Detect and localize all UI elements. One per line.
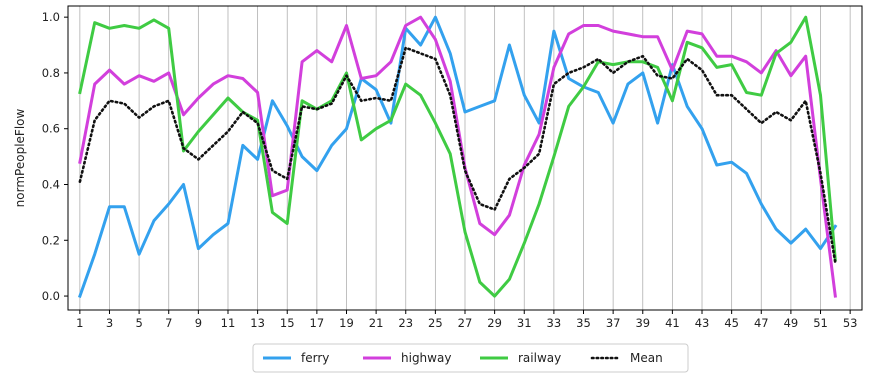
series-line-ferry (80, 17, 835, 296)
x-tick-label: 25 (428, 316, 443, 330)
y-tick-label: 1.0 (42, 10, 60, 24)
axes-layer: 1 3 5 7 9 11 13 15 17 19 21 23 25 27 29 31 33 35 37 39 41 43 4… (13, 6, 862, 330)
y-tick-label: 0.8 (42, 66, 60, 80)
x-tick-label: 51 (813, 316, 828, 330)
legend-label-highway: highway (401, 351, 451, 365)
x-tick-label: 45 (724, 316, 739, 330)
x-tick-label: 31 (517, 316, 532, 330)
x-tick-label: 35 (576, 316, 591, 330)
x-tick-label: 3 (106, 316, 113, 330)
x-tick-label: 43 (695, 316, 710, 330)
legend-label-railway: railway (518, 351, 561, 365)
x-tick-label: 37 (606, 316, 621, 330)
legend: ferry highway railway Mean (253, 344, 688, 372)
x-tick-label: 49 (784, 316, 799, 330)
series-line-railway (80, 17, 835, 296)
x-tick-label: 7 (165, 316, 172, 330)
x-tick-label: 15 (280, 316, 295, 330)
x-tick-label: 5 (135, 316, 142, 330)
series-layer (80, 17, 835, 296)
y-tick-label: 0.4 (42, 177, 60, 191)
x-tick-label: 33 (547, 316, 562, 330)
legend-label-mean: Mean (630, 351, 663, 365)
x-tick-label: 47 (754, 316, 769, 330)
x-tick-label: 39 (635, 316, 650, 330)
x-tick-label: 19 (339, 316, 354, 330)
x-tick-label: 1 (76, 316, 83, 330)
series-line-highway (80, 17, 835, 296)
x-tick-label: 53 (843, 316, 858, 330)
x-tick-label: 23 (398, 316, 413, 330)
x-tick-label: 27 (458, 316, 473, 330)
y-tick-label: 0.6 (42, 122, 60, 136)
legend-label-ferry: ferry (301, 351, 329, 365)
x-tick-label: 17 (310, 316, 325, 330)
x-tick-label: 21 (369, 316, 384, 330)
y-tick-label: 0.0 (42, 289, 60, 303)
x-tick-label: 29 (487, 316, 502, 330)
y-tick-label: 0.2 (42, 233, 60, 247)
x-tick-label: 13 (250, 316, 265, 330)
y-axis-label: normPeopleFlow (13, 109, 27, 208)
x-tick-label: 41 (665, 316, 680, 330)
x-tick-label: 11 (221, 316, 236, 330)
x-tick-label: 9 (195, 316, 202, 330)
